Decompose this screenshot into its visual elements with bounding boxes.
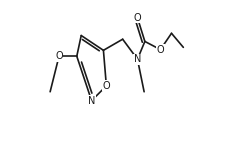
Text: O: O [133,13,141,23]
Text: O: O [102,81,110,91]
Text: N: N [133,54,140,64]
Text: O: O [156,45,164,55]
Text: N: N [88,96,95,106]
Text: O: O [55,51,63,61]
